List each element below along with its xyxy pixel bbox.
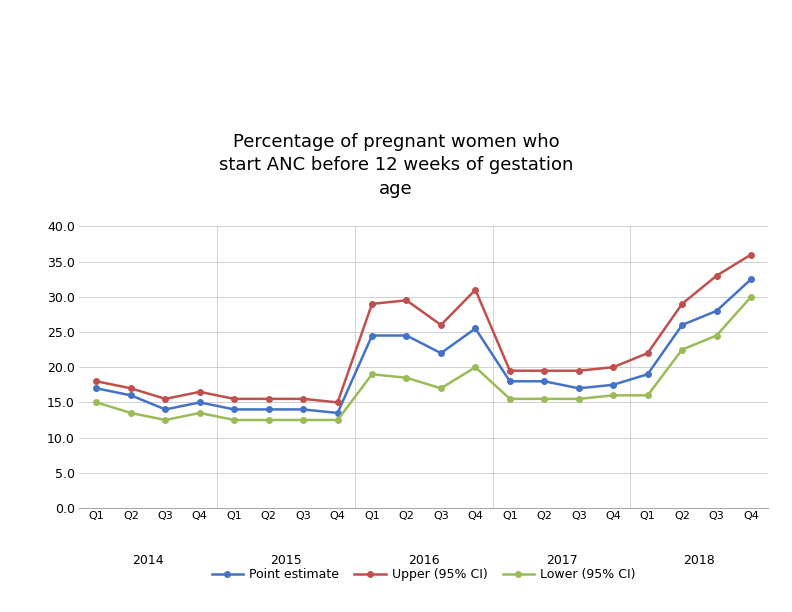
Text: Percentage of pregnant women who
start ANC before 12 weeks of gestation
age: Percentage of pregnant women who start A… bbox=[219, 133, 573, 198]
Point estimate bbox=[333, 409, 342, 417]
Upper (95% CI) bbox=[505, 367, 515, 375]
Upper (95% CI) bbox=[677, 300, 687, 307]
Text: 2017: 2017 bbox=[546, 554, 577, 567]
Point estimate bbox=[677, 321, 687, 329]
Lower (95% CI) bbox=[608, 392, 618, 399]
Upper (95% CI) bbox=[333, 399, 342, 406]
Upper (95% CI) bbox=[230, 395, 239, 403]
Point estimate bbox=[402, 332, 411, 339]
Point estimate bbox=[539, 378, 549, 385]
Point estimate bbox=[574, 384, 584, 392]
Lower (95% CI) bbox=[436, 384, 446, 392]
Upper (95% CI) bbox=[574, 367, 584, 375]
Point estimate bbox=[712, 307, 722, 315]
Point estimate bbox=[367, 332, 377, 339]
Lower (95% CI) bbox=[333, 416, 342, 424]
Upper (95% CI) bbox=[299, 395, 308, 403]
Lower (95% CI) bbox=[539, 395, 549, 403]
Upper (95% CI) bbox=[264, 395, 273, 403]
Point estimate bbox=[92, 384, 101, 392]
Point estimate bbox=[505, 378, 515, 385]
Lower (95% CI) bbox=[299, 416, 308, 424]
Lower (95% CI) bbox=[230, 416, 239, 424]
Upper (95% CI) bbox=[126, 384, 135, 392]
Point estimate bbox=[608, 381, 618, 389]
Point estimate bbox=[436, 349, 446, 357]
Lower (95% CI) bbox=[505, 395, 515, 403]
Lower (95% CI) bbox=[367, 370, 377, 378]
Upper (95% CI) bbox=[436, 321, 446, 329]
Lower (95% CI) bbox=[574, 395, 584, 403]
Point estimate bbox=[195, 399, 204, 406]
Upper (95% CI) bbox=[195, 388, 204, 395]
Upper (95% CI) bbox=[402, 297, 411, 304]
Point estimate bbox=[161, 406, 170, 413]
Line: Upper (95% CI): Upper (95% CI) bbox=[93, 252, 754, 405]
Upper (95% CI) bbox=[161, 395, 170, 403]
Point estimate bbox=[126, 392, 135, 399]
Point estimate bbox=[746, 275, 756, 283]
Lower (95% CI) bbox=[126, 409, 135, 417]
Lower (95% CI) bbox=[195, 409, 204, 417]
Upper (95% CI) bbox=[367, 300, 377, 307]
Upper (95% CI) bbox=[92, 378, 101, 385]
Upper (95% CI) bbox=[539, 367, 549, 375]
Lower (95% CI) bbox=[746, 293, 756, 300]
Text: 2018: 2018 bbox=[683, 554, 715, 567]
Point estimate bbox=[643, 370, 653, 378]
Lower (95% CI) bbox=[470, 364, 480, 371]
Upper (95% CI) bbox=[643, 349, 653, 357]
Upper (95% CI) bbox=[712, 272, 722, 279]
Upper (95% CI) bbox=[608, 364, 618, 371]
Point estimate bbox=[264, 406, 273, 413]
Upper (95% CI) bbox=[470, 286, 480, 293]
Point estimate bbox=[230, 406, 239, 413]
Point estimate bbox=[470, 325, 480, 332]
Lower (95% CI) bbox=[712, 332, 722, 339]
Lower (95% CI) bbox=[677, 346, 687, 353]
Upper (95% CI) bbox=[746, 251, 756, 258]
Lower (95% CI) bbox=[643, 392, 653, 399]
Lower (95% CI) bbox=[161, 416, 170, 424]
Text: Service coverage tracer indicators: Service coverage tracer indicators bbox=[12, 33, 766, 71]
Lower (95% CI) bbox=[402, 374, 411, 381]
Text: 2016: 2016 bbox=[408, 554, 440, 567]
Line: Lower (95% CI): Lower (95% CI) bbox=[93, 294, 754, 423]
Text: 2015: 2015 bbox=[270, 554, 302, 567]
Point estimate bbox=[299, 406, 308, 413]
Lower (95% CI) bbox=[264, 416, 273, 424]
Text: 2014: 2014 bbox=[132, 554, 164, 567]
Lower (95% CI) bbox=[92, 399, 101, 406]
Legend: Point estimate, Upper (95% CI), Lower (95% CI): Point estimate, Upper (95% CI), Lower (9… bbox=[207, 563, 641, 586]
Line: Point estimate: Point estimate bbox=[93, 277, 754, 416]
